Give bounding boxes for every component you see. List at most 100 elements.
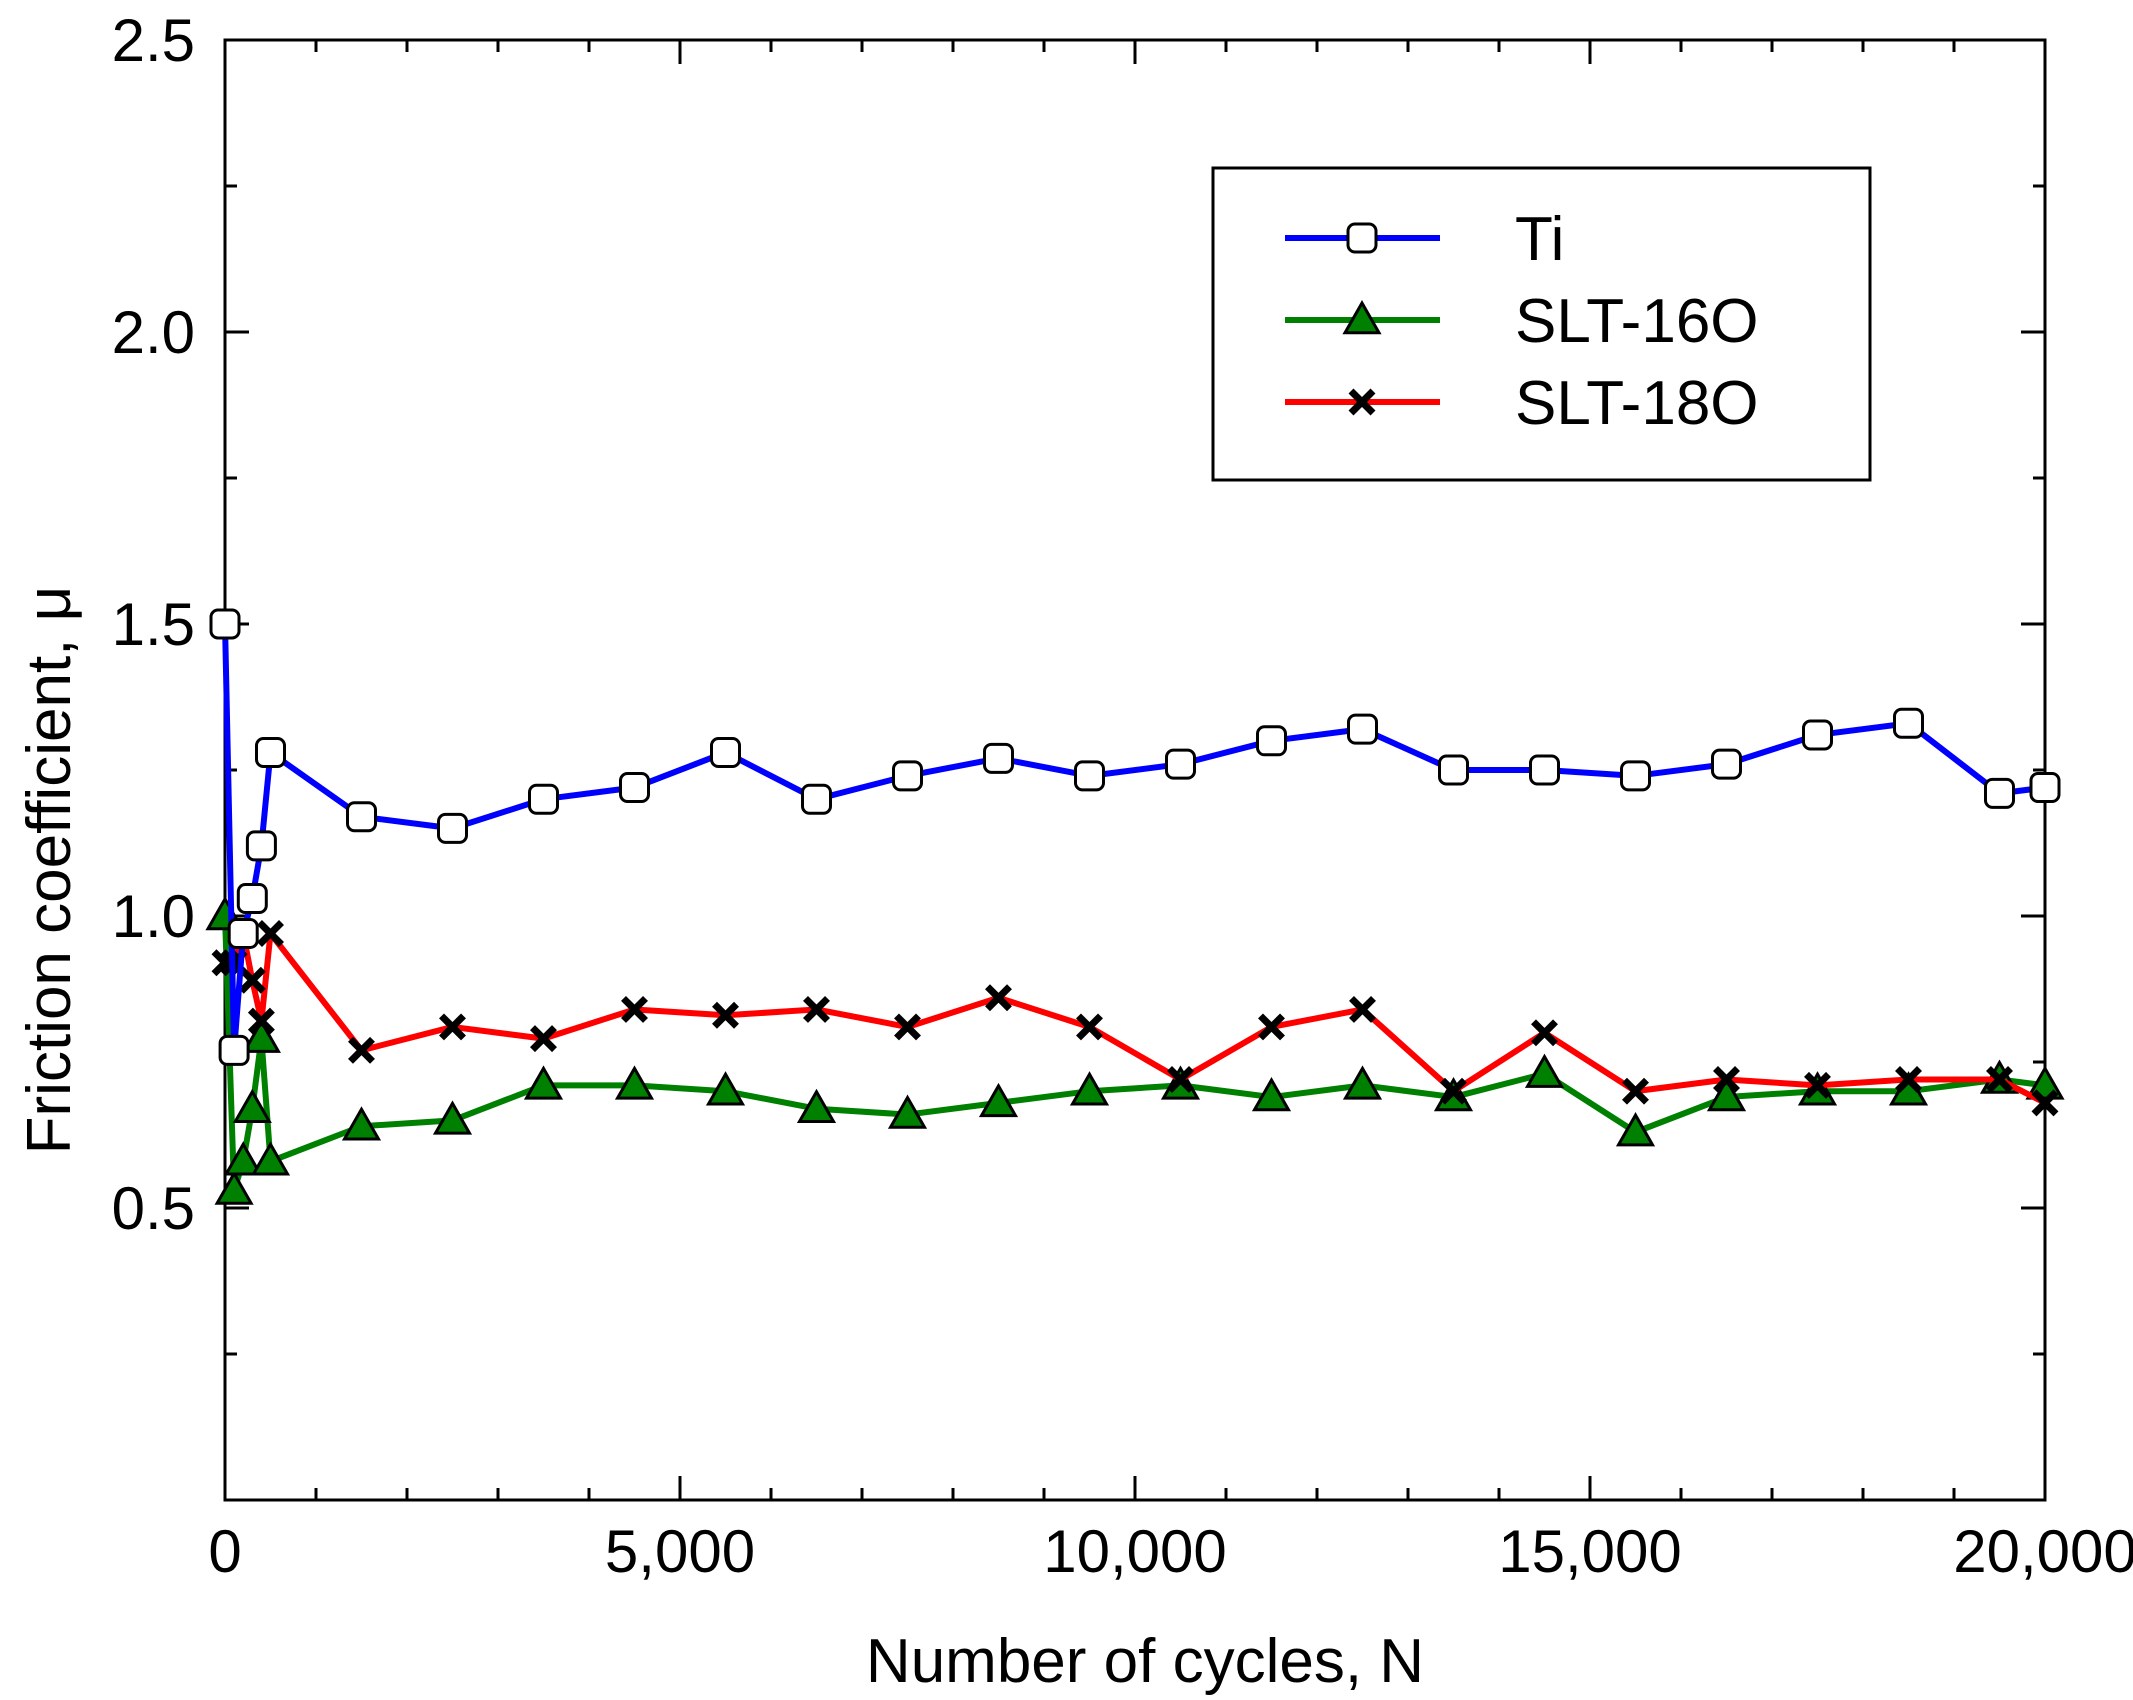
marker-shape bbox=[214, 1170, 254, 1205]
data-point bbox=[803, 995, 830, 1023]
marker-shape bbox=[1984, 777, 2015, 809]
marker-shape bbox=[1165, 748, 1196, 780]
data-point bbox=[712, 1001, 739, 1029]
marker-shape bbox=[250, 1141, 291, 1176]
marker-stroke bbox=[1895, 1066, 1922, 1093]
marker-stroke bbox=[1167, 1066, 1194, 1093]
y-axis-title: Friction coefficient, μ bbox=[15, 586, 84, 1155]
marker-shape bbox=[245, 830, 277, 862]
data-point bbox=[1258, 1013, 1285, 1041]
y-tick-label: 1.5 bbox=[112, 591, 195, 658]
marker-shape bbox=[1529, 754, 1560, 786]
marker-shape bbox=[710, 736, 741, 768]
data-point bbox=[1711, 748, 1742, 780]
data-point bbox=[621, 995, 648, 1023]
data-point bbox=[1984, 777, 2015, 809]
marker-stroke bbox=[1713, 1066, 1740, 1093]
marker-shape bbox=[983, 742, 1014, 774]
marker-stroke bbox=[1440, 1077, 1467, 1105]
data-point bbox=[892, 760, 923, 792]
data-point bbox=[2031, 1089, 2059, 1117]
data-point bbox=[1524, 1053, 1565, 1088]
data-point bbox=[1529, 754, 1560, 786]
x-axis-title: Number of cycles, N bbox=[866, 1627, 1424, 1696]
marker-shape bbox=[241, 1018, 281, 1053]
marker-shape bbox=[1342, 299, 1382, 335]
data-point bbox=[1438, 754, 1469, 786]
data-point bbox=[432, 1100, 473, 1135]
x-tick-label: 20,000 bbox=[1953, 1518, 2133, 1585]
marker-shape bbox=[346, 801, 377, 833]
data-point bbox=[223, 1141, 263, 1176]
data-point bbox=[1167, 1066, 1194, 1093]
marker-shape bbox=[1706, 1077, 1747, 1112]
marker-stroke bbox=[1076, 1013, 1103, 1041]
legend-item: SLT-16O bbox=[1285, 287, 1759, 356]
data-point bbox=[528, 783, 559, 815]
legend-label: SLT-18O bbox=[1515, 369, 1759, 438]
series-layer bbox=[205, 608, 2065, 1205]
data-point bbox=[1076, 1013, 1103, 1041]
marker-stroke bbox=[1804, 1071, 1831, 1099]
series-line bbox=[222, 915, 2046, 1194]
data-point bbox=[439, 1013, 466, 1041]
marker-stroke bbox=[894, 1013, 921, 1041]
data-point bbox=[1615, 1112, 1656, 1147]
data-point bbox=[619, 772, 650, 804]
data-point bbox=[209, 608, 241, 640]
marker-stroke bbox=[439, 1013, 466, 1041]
marker-shape bbox=[1615, 1112, 1656, 1147]
data-point bbox=[1531, 1019, 1558, 1047]
marker-shape bbox=[227, 918, 259, 950]
marker-shape bbox=[1711, 748, 1742, 780]
data-point bbox=[236, 882, 268, 914]
marker-shape bbox=[801, 783, 832, 815]
legend: Ti SLT-16O SLT-18O bbox=[1211, 166, 1872, 482]
data-point bbox=[1347, 713, 1378, 745]
marker-shape bbox=[1069, 1071, 1110, 1106]
data-point bbox=[1893, 707, 1924, 739]
marker-shape bbox=[614, 1065, 655, 1100]
legend-item: SLT-18O bbox=[1285, 369, 1759, 438]
marker-shape bbox=[528, 783, 559, 815]
axes: 0 5,000 10,000 15,000 20,000 0.5 1.0 1.5 2.0 2.5 bbox=[112, 7, 2133, 1585]
marker-stroke bbox=[348, 1036, 375, 1064]
data-point bbox=[218, 1034, 250, 1066]
data-point bbox=[245, 830, 277, 862]
data-point bbox=[227, 918, 259, 950]
data-point bbox=[1440, 1077, 1467, 1105]
marker-shape bbox=[223, 1141, 263, 1176]
data-point bbox=[1074, 760, 1105, 792]
data-point bbox=[348, 1036, 375, 1064]
series-ti bbox=[209, 608, 2061, 1066]
marker-stroke bbox=[1531, 1019, 1558, 1047]
data-point bbox=[983, 742, 1014, 774]
data-point bbox=[1069, 1071, 1110, 1106]
data-point bbox=[214, 1170, 254, 1205]
legend-marker bbox=[1348, 388, 1376, 416]
data-point bbox=[346, 801, 377, 833]
data-point bbox=[255, 736, 286, 768]
marker-stroke bbox=[257, 920, 284, 947]
marker-stroke bbox=[621, 995, 648, 1023]
marker-shape bbox=[437, 812, 468, 844]
marker-shape bbox=[2029, 772, 2061, 804]
series-slt-18o bbox=[211, 920, 2059, 1117]
marker-stroke bbox=[1258, 1013, 1285, 1041]
x-tick-label: 0 bbox=[208, 1518, 241, 1585]
marker-stroke bbox=[1986, 1066, 2013, 1093]
data-point bbox=[1895, 1066, 1922, 1093]
legend-box bbox=[1211, 166, 1872, 482]
marker-shape bbox=[1256, 725, 1287, 757]
series-line bbox=[222, 623, 2046, 1054]
data-point bbox=[801, 783, 832, 815]
data-point bbox=[257, 920, 284, 947]
marker-shape bbox=[796, 1088, 837, 1123]
marker-stroke bbox=[238, 966, 266, 994]
x-tick-label: 15,000 bbox=[1498, 1518, 1682, 1585]
x-tick-label: 5,000 bbox=[605, 1518, 755, 1585]
data-point bbox=[978, 1082, 1019, 1118]
data-point bbox=[1804, 1071, 1831, 1099]
data-point bbox=[1165, 748, 1196, 780]
